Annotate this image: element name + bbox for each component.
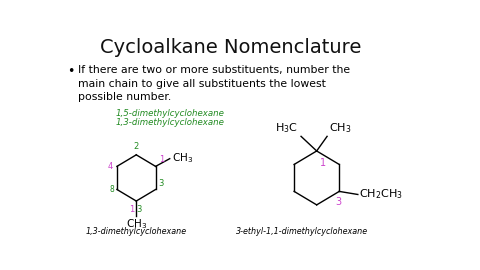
Text: 3-ethyl-1,1-dimethylcyclohexane: 3-ethyl-1,1-dimethylcyclohexane bbox=[236, 227, 368, 236]
Text: •: • bbox=[67, 65, 74, 78]
Text: 3: 3 bbox=[137, 205, 142, 214]
Text: 1,3-dimethylcyclohexane: 1,3-dimethylcyclohexane bbox=[86, 227, 187, 236]
Text: If there are two or more substituents, number the
main chain to give all substit: If there are two or more substituents, n… bbox=[78, 65, 350, 102]
Text: 3: 3 bbox=[158, 178, 164, 188]
Text: 2: 2 bbox=[133, 142, 138, 151]
Text: 1: 1 bbox=[159, 156, 164, 164]
Text: 1,3-dimethylcyclohexane: 1,3-dimethylcyclohexane bbox=[116, 118, 225, 127]
Text: 1: 1 bbox=[321, 157, 326, 167]
Text: 3: 3 bbox=[336, 197, 342, 207]
Text: CH$_3$: CH$_3$ bbox=[126, 218, 147, 231]
Text: Cycloalkane Nomenclature: Cycloalkane Nomenclature bbox=[100, 38, 362, 57]
Text: CH$_3$: CH$_3$ bbox=[329, 121, 351, 135]
Text: 8: 8 bbox=[109, 185, 114, 194]
Text: 1,5-dimethylcyclohexane: 1,5-dimethylcyclohexane bbox=[116, 109, 225, 118]
Text: H$_3$C: H$_3$C bbox=[275, 121, 298, 135]
Text: 4: 4 bbox=[108, 162, 113, 171]
Text: 1: 1 bbox=[129, 205, 134, 214]
Text: CH$_3$: CH$_3$ bbox=[171, 151, 193, 165]
Text: CH$_2$CH$_3$: CH$_2$CH$_3$ bbox=[360, 188, 403, 201]
